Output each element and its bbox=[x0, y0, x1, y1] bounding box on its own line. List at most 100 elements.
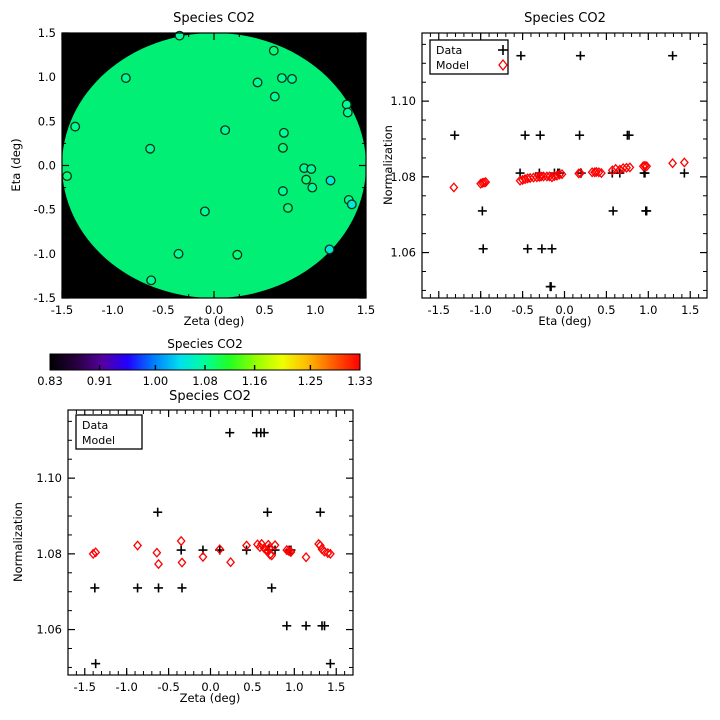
map-data-point bbox=[342, 107, 353, 118]
zeta-tick-group bbox=[68, 410, 353, 675]
eta-data-point bbox=[516, 51, 526, 61]
map-y-tick-label: 1.0 bbox=[38, 70, 56, 84]
eta-x-tick-label: 1.5 bbox=[681, 303, 699, 317]
colorbar-tick-labels: 0.83 0.91 1.00 1.08 1.16 1.25 1.33 bbox=[37, 374, 373, 388]
map-point-group bbox=[62, 30, 357, 286]
zeta-svg: Species CO2 -1.5 -1.0 -0.5 0.0 0.5 1.0 1.5 1.0… bbox=[11, 389, 354, 705]
zeta-point-group bbox=[88, 428, 335, 669]
zeta-data-point bbox=[259, 428, 269, 438]
zeta-legend-data-label: Data bbox=[82, 419, 108, 432]
eta-legend-diamond-icon bbox=[498, 58, 508, 72]
eta-data-point bbox=[450, 130, 460, 140]
zeta-model-point bbox=[267, 550, 277, 561]
zeta-model-point bbox=[264, 542, 274, 554]
map-ylabel: Eta (deg) bbox=[9, 138, 23, 191]
zeta-model-point bbox=[265, 549, 275, 560]
colorbar-tick-label: 1.33 bbox=[347, 374, 373, 388]
eta-model-point bbox=[476, 178, 486, 189]
eta-model-point bbox=[622, 162, 631, 173]
eta-data-point bbox=[575, 130, 585, 140]
eta-model-point bbox=[615, 164, 625, 175]
zeta-model-point bbox=[176, 535, 186, 547]
zeta-model-point bbox=[215, 544, 225, 555]
eta-panel: Species CO2 -1.5 -1.0 -0.5 0.0 0.5 1.0 1.5 1.0… bbox=[380, 0, 720, 340]
map-xlabel: Zeta (deg) bbox=[184, 314, 245, 328]
eta-model-point bbox=[625, 162, 635, 173]
map-data-point bbox=[283, 202, 293, 213]
eta-model-point bbox=[596, 167, 606, 179]
eta-legend: Data Model bbox=[429, 39, 509, 75]
eta-data-point bbox=[537, 244, 547, 254]
map-data-point bbox=[220, 125, 231, 136]
eta-model-point bbox=[638, 161, 648, 172]
map-data-point bbox=[346, 199, 357, 210]
zeta-ylabel: Normalization bbox=[11, 502, 25, 582]
zeta-model-point bbox=[198, 551, 208, 563]
zeta-y-tick-label: 1.08 bbox=[36, 547, 62, 561]
eta-legend-box bbox=[429, 39, 509, 75]
eta-x-tick-label: -1.0 bbox=[469, 303, 491, 317]
map-data-point bbox=[199, 206, 210, 217]
map-data-point bbox=[269, 91, 280, 102]
eta-xlabel: Eta (deg) bbox=[538, 314, 591, 328]
map-x-tick-label: 1.5 bbox=[357, 303, 375, 317]
zeta-legend-box bbox=[75, 414, 143, 450]
map-data-point bbox=[70, 121, 81, 132]
zeta-model-point bbox=[301, 552, 311, 563]
map-data-point bbox=[268, 45, 279, 56]
eta-data-point bbox=[523, 244, 533, 254]
eta-x-tick-label: 0.0 bbox=[555, 303, 573, 317]
eta-model-point bbox=[574, 168, 584, 179]
eta-y-tick-label: 1.06 bbox=[390, 246, 416, 260]
eta-model-point bbox=[539, 171, 548, 182]
eta-model-point bbox=[534, 171, 544, 183]
zeta-model-point bbox=[177, 557, 187, 568]
zeta-data-point bbox=[91, 659, 101, 669]
colorbar-panel: Species CO2 0.83 0.91 1.00 1.08 1.16 1.25 1.33 bbox=[0, 334, 380, 390]
map-y-tick-label: -0.5 bbox=[34, 203, 56, 217]
zeta-data-point bbox=[177, 583, 187, 593]
zeta-x-tick-label: 1.0 bbox=[285, 680, 303, 694]
map-svg: Species CO2 -1.5 -1.0 -0.5 0.0 0.5 1.0 1.5 -1.… bbox=[9, 11, 375, 328]
eta-data-point bbox=[478, 244, 488, 254]
zeta-x-tick-labels: -1.5 -1.0 -0.5 0.0 0.5 1.0 1.5 bbox=[74, 680, 346, 694]
zeta-frame bbox=[67, 409, 354, 676]
eta-model-point bbox=[587, 167, 597, 178]
eta-legend-plus-icon bbox=[498, 45, 508, 55]
eta-model-point bbox=[607, 165, 617, 176]
eta-model-point bbox=[449, 182, 459, 193]
map-y-tick-label: 1.5 bbox=[38, 26, 56, 40]
zeta-data-point bbox=[154, 583, 164, 593]
map-data-point bbox=[173, 248, 184, 259]
zeta-y-tick-labels: 1.06 1.08 1.10 bbox=[36, 471, 62, 636]
zeta-legend: Data Model bbox=[75, 414, 143, 450]
eta-model-point bbox=[515, 175, 525, 186]
zeta-panel: Species CO2 -1.5 -1.0 -0.5 0.0 0.5 1.0 1.5 1.0… bbox=[0, 382, 380, 720]
eta-title: Species CO2 bbox=[524, 11, 606, 26]
map-data-point bbox=[307, 182, 318, 193]
eta-model-point bbox=[525, 172, 535, 184]
colorbar-svg: Species CO2 0.83 0.91 1.00 1.08 1.16 1.25 1.33 bbox=[37, 337, 373, 388]
map-title: Species CO2 bbox=[173, 11, 255, 26]
eta-data-point bbox=[520, 130, 530, 140]
eta-model-point bbox=[618, 162, 628, 174]
eta-ylabel: Normalization bbox=[381, 125, 395, 205]
eta-model-point bbox=[679, 157, 689, 168]
map-data-point bbox=[301, 174, 312, 185]
zeta-data-point bbox=[176, 545, 186, 555]
eta-y-tick-label: 1.08 bbox=[390, 170, 416, 184]
zeta-data-point bbox=[153, 507, 163, 517]
zeta-model-point bbox=[91, 547, 101, 558]
zeta-legend-model-label: Model bbox=[82, 434, 115, 447]
eta-model-point bbox=[479, 177, 489, 188]
zeta-y-tick-label: 1.06 bbox=[36, 623, 62, 637]
eta-x-tick-label: -0.5 bbox=[511, 303, 533, 317]
eta-data-point bbox=[546, 282, 556, 292]
eta-model-point bbox=[536, 171, 546, 182]
eta-model-point bbox=[518, 174, 528, 186]
zeta-data-point bbox=[133, 583, 143, 593]
zeta-model-point bbox=[325, 548, 335, 560]
eta-model-point bbox=[481, 176, 491, 188]
map-y-tick-label: -1.5 bbox=[34, 291, 56, 305]
zeta-data-point bbox=[263, 507, 272, 517]
